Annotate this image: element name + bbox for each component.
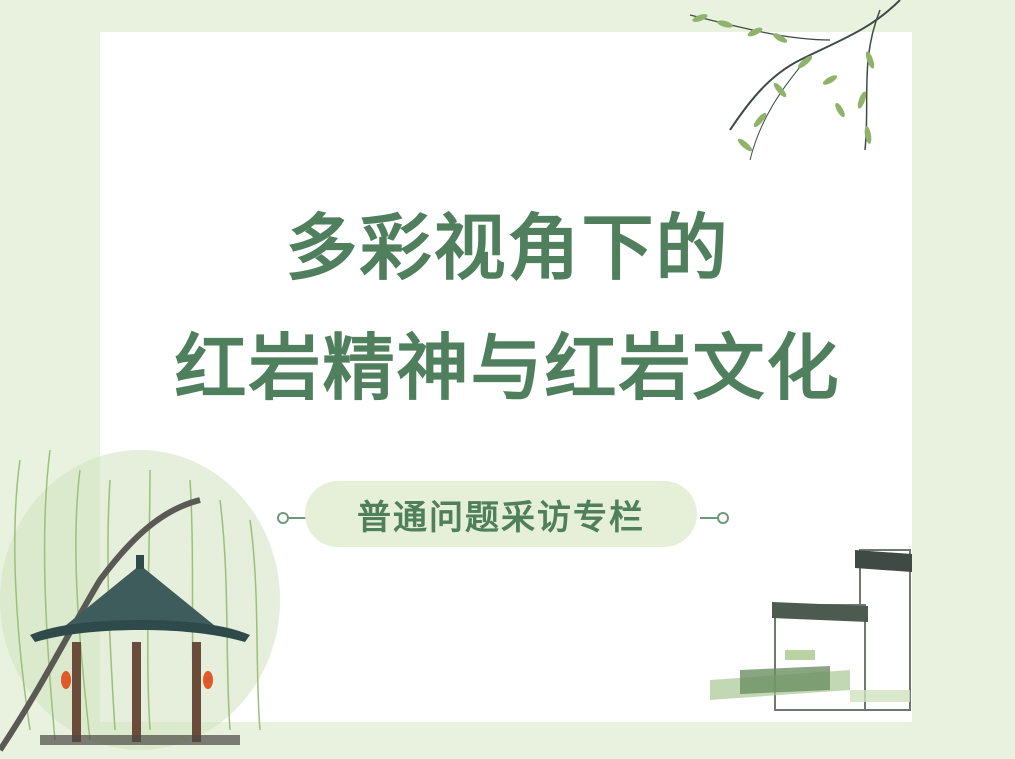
- left-ornament-icon: [277, 512, 306, 524]
- traditional-houses-decoration: [710, 549, 912, 711]
- title-line-2: 红岩精神与红岩文化: [174, 326, 841, 410]
- willow-pavilion-decoration: [0, 449, 280, 752]
- subtitle-text: 普通问题采访专栏: [357, 497, 645, 538]
- willow-branch-decoration: [689, 0, 901, 161]
- subtitle-pill: 普通问题采访专栏: [305, 481, 697, 547]
- title-line-1: 多彩视角下的: [285, 206, 730, 290]
- right-ornament-icon: [700, 512, 729, 524]
